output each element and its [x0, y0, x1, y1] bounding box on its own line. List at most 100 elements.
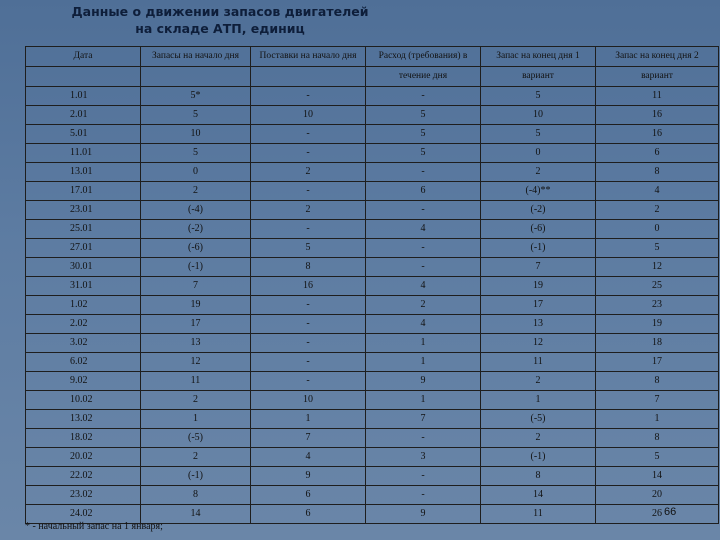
deliveries-cell: 2: [250, 162, 366, 182]
deliveries-cell: 10: [250, 105, 366, 125]
consumption-cell: -: [365, 428, 481, 448]
deliveries-cell: -: [250, 143, 366, 163]
deliveries-cell: -: [250, 124, 366, 144]
table-row: 24.02 14 6 9 11 26: [25, 504, 719, 524]
column-header-date: Дата: [25, 46, 141, 87]
table-row: 2.02 17-4 13 19: [25, 314, 719, 334]
end-stock-v1-cell: 2: [480, 162, 596, 182]
table-row: 1.01 5* - -5 11: [25, 86, 719, 106]
column-header-end-stock-variant-2: Запас на конец дня 2 вариант: [595, 46, 719, 87]
table-row: 25.01 (-2) -4 (-6) 0: [25, 219, 719, 239]
end-stock-v2-cell: 14: [595, 466, 719, 486]
end-stock-v2-cell: 19: [595, 314, 719, 334]
deliveries-cell: -: [250, 86, 366, 106]
table-row: 17.01 2-6 (-4)** 4: [25, 181, 719, 201]
start-stock-cell: 5: [140, 143, 251, 163]
end-stock-v2-cell: 8: [595, 162, 719, 182]
end-stock-v1-cell: 0: [480, 143, 596, 163]
date-cell: 13.01: [25, 162, 141, 182]
date-cell: 24.02: [25, 504, 141, 524]
start-stock-cell: 2: [140, 447, 251, 467]
end-stock-v2-cell: 16: [595, 105, 719, 125]
date-cell: 2.01: [25, 105, 141, 125]
consumption-cell: -: [365, 238, 481, 258]
consumption-cell: 4: [365, 219, 481, 239]
start-stock-cell: 8: [140, 485, 251, 505]
end-stock-v2-cell: 4: [595, 181, 719, 201]
page-number: 66: [664, 506, 677, 518]
end-stock-v2-cell: 6: [595, 143, 719, 163]
date-cell: 3.02: [25, 333, 141, 353]
end-stock-v1-cell: 12: [480, 333, 596, 353]
end-stock-v1-cell: 11: [480, 504, 596, 524]
end-stock-v1-cell: 11: [480, 352, 596, 372]
end-stock-v1-cell: 5: [480, 124, 596, 144]
end-stock-v2-cell: 1: [595, 409, 719, 429]
table-row: 18.02 (-5) 7-2 8: [25, 428, 719, 448]
consumption-cell: 5: [365, 143, 481, 163]
start-stock-cell: 7: [140, 276, 251, 296]
consumption-cell: 5: [365, 124, 481, 144]
consumption-cell: 4: [365, 314, 481, 334]
table-row: 13.02 1 1 7 (-5) 1: [25, 409, 719, 429]
table-row: 23.01 (-4) 2- (-2) 2: [25, 200, 719, 220]
deliveries-cell: 10: [250, 390, 366, 410]
end-stock-v2-cell: 7: [595, 390, 719, 410]
date-cell: 10.02: [25, 390, 141, 410]
end-stock-v1-cell: (-2): [480, 200, 596, 220]
end-stock-v2-cell: 18: [595, 333, 719, 353]
title-line-2: на складе АТП, единиц: [135, 21, 305, 36]
consumption-cell: 2: [365, 295, 481, 315]
table-row: 11.01 5-5 0 6: [25, 143, 719, 163]
date-cell: 31.01: [25, 276, 141, 296]
deliveries-cell: 9: [250, 466, 366, 486]
engine-stock-table: Дата Запасы на начало дня Поставки на на…: [25, 46, 719, 524]
end-stock-v1-cell: 2: [480, 371, 596, 391]
table-row: 13.01 0 2-2 8: [25, 162, 719, 182]
date-cell: 1.02: [25, 295, 141, 315]
end-stock-v2-cell: 20: [595, 485, 719, 505]
start-stock-cell: 13: [140, 333, 251, 353]
deliveries-cell: 1: [250, 409, 366, 429]
consumption-cell: -: [365, 200, 481, 220]
end-stock-v1-cell: (-6): [480, 219, 596, 239]
consumption-cell: 9: [365, 371, 481, 391]
end-stock-v2-cell: 5: [595, 238, 719, 258]
end-stock-v1-cell: (-1): [480, 238, 596, 258]
table-row: 6.02 12-1 11 17: [25, 352, 719, 372]
consumption-cell: -: [365, 466, 481, 486]
table-body: 1.01 5* - -5 11 2.01 5 10 5 10 16 5.01 10-5 5 16 11.01 5…: [25, 86, 719, 524]
date-cell: 13.02: [25, 409, 141, 429]
end-stock-v1-cell: 7: [480, 257, 596, 277]
deliveries-cell: 4: [250, 447, 366, 467]
end-stock-v2-cell: 11: [595, 86, 719, 106]
date-cell: 17.01: [25, 181, 141, 201]
end-stock-v1-cell: 1: [480, 390, 596, 410]
consumption-cell: 1: [365, 352, 481, 372]
document-title: Данные о движении запасов двигателей на …: [60, 3, 380, 37]
end-stock-v2-cell: 0: [595, 219, 719, 239]
end-stock-v2-cell: 26: [595, 504, 719, 524]
deliveries-cell: 6: [250, 485, 366, 505]
table-row: 3.02 13-1 12 18: [25, 333, 719, 353]
date-cell: 25.01: [25, 219, 141, 239]
column-header-end-stock-variant-1: Запас на конец дня 1 вариант: [480, 46, 596, 87]
consumption-cell: 5: [365, 105, 481, 125]
end-stock-v1-cell: 14: [480, 485, 596, 505]
deliveries-cell: 7: [250, 428, 366, 448]
start-stock-cell: 0: [140, 162, 251, 182]
date-cell: 18.02: [25, 428, 141, 448]
table-row: 20.02 2 4 3 (-1) 5: [25, 447, 719, 467]
table-row: 10.02 2 10 1 1 7: [25, 390, 719, 410]
deliveries-cell: 2: [250, 200, 366, 220]
end-stock-v1-cell: (-5): [480, 409, 596, 429]
deliveries-cell: -: [250, 219, 366, 239]
deliveries-cell: -: [250, 371, 366, 391]
table-row: 22.02 (-1) 9-8 14: [25, 466, 719, 486]
consumption-cell: 7: [365, 409, 481, 429]
end-stock-v2-cell: 12: [595, 257, 719, 277]
date-cell: 30.01: [25, 257, 141, 277]
deliveries-cell: 16: [250, 276, 366, 296]
start-stock-cell: 11: [140, 371, 251, 391]
deliveries-cell: -: [250, 181, 366, 201]
